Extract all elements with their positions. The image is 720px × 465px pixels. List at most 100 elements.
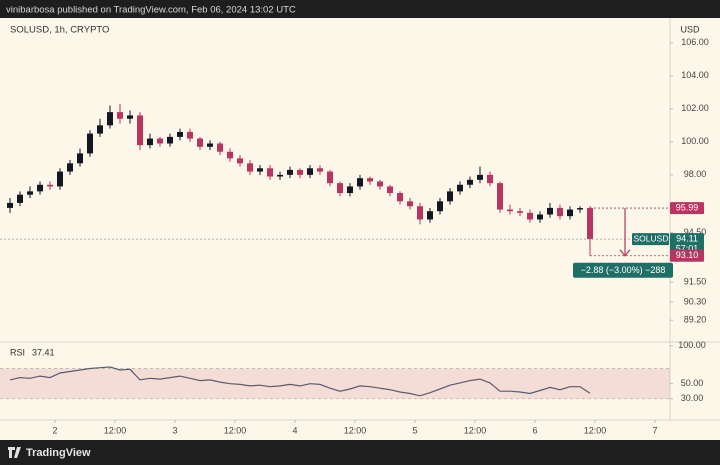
candle-body	[547, 207, 553, 215]
rsi-name: RSI	[10, 347, 25, 357]
y-tick-label: 89.20	[684, 315, 707, 325]
candle-body	[167, 136, 173, 144]
candle-body	[87, 133, 93, 154]
price-label-box	[670, 233, 704, 256]
candle-body	[407, 201, 413, 207]
brand-name: TradingView	[26, 447, 91, 459]
price-countdown: 57:01	[676, 243, 699, 253]
symbol-legend: SOLUSD, 1h, CRYPTO	[10, 25, 109, 36]
candle-body	[237, 158, 243, 164]
x-tick-label: 12:00	[584, 425, 607, 435]
candle-body	[137, 115, 143, 146]
candle-body	[517, 211, 523, 213]
candle-body	[567, 209, 573, 217]
candle-body	[527, 212, 533, 220]
candle-body	[447, 191, 453, 202]
x-tick-label: 12:00	[224, 425, 247, 435]
y-tick-label: 104.00	[681, 70, 709, 80]
y-tick-label: 100.00	[681, 136, 709, 146]
y-tick-label: 98.00	[684, 169, 707, 179]
candle-body	[77, 153, 83, 164]
x-tick-label: 12:00	[464, 425, 487, 435]
rsi-line	[9, 366, 591, 397]
candle-body	[57, 171, 63, 187]
candle-body	[477, 174, 483, 180]
candle-body	[207, 143, 213, 147]
candle-body	[427, 211, 433, 220]
candle-body	[197, 138, 203, 147]
x-tick-label: 7	[652, 425, 657, 435]
candle-body	[7, 202, 13, 208]
rsi-band	[0, 368, 670, 399]
candle-body	[307, 168, 313, 175]
header-text: vinibarbosa published on TradingView.com…	[6, 5, 296, 16]
candle-body	[247, 163, 253, 172]
y-tick-label: 90.30	[684, 296, 707, 306]
footer-bar	[0, 440, 720, 465]
price-label-box	[670, 202, 704, 215]
candle-body	[217, 143, 223, 152]
x-tick-label: 12:00	[104, 425, 127, 435]
candle-body	[177, 131, 183, 137]
candle-body	[347, 186, 353, 194]
x-tick-label: 12:00	[344, 425, 367, 435]
candle-body	[147, 138, 153, 146]
currency-label: USD	[680, 24, 700, 34]
candle-body	[387, 186, 393, 194]
candle-body	[37, 184, 43, 192]
candle-body	[397, 193, 403, 202]
measure-box	[573, 262, 673, 278]
candle-body	[257, 168, 263, 172]
price-label: 95.99	[676, 202, 699, 212]
candle-body	[317, 168, 323, 172]
rsi-tick-label: 100.00	[678, 340, 706, 350]
candle-body	[227, 151, 233, 159]
candle-body	[537, 214, 543, 220]
candle-body	[357, 178, 363, 187]
candle-body	[67, 163, 73, 172]
candle-body	[97, 125, 103, 134]
candle-body	[337, 183, 343, 194]
candle-body	[577, 208, 583, 210]
candle-body	[367, 178, 373, 182]
y-tick-label: 94.50	[684, 227, 707, 237]
candle-body	[107, 112, 113, 126]
candle-body	[487, 174, 493, 184]
candle-body	[157, 138, 163, 144]
x-tick-label: 2	[52, 425, 57, 435]
candle-body	[457, 184, 463, 192]
symbol-tag: SOLUSD	[634, 233, 669, 243]
candle-body	[327, 171, 333, 184]
candle-body	[127, 115, 133, 119]
candle-body	[497, 183, 503, 210]
candle-body	[587, 208, 593, 240]
candle-body	[377, 181, 383, 187]
candle-body	[297, 169, 303, 175]
x-tick-label: 3	[172, 425, 177, 435]
y-tick-label: 106.00	[681, 37, 709, 47]
candle-body	[417, 206, 423, 220]
rsi-tick-label: 30.00	[681, 393, 704, 403]
candle-body	[27, 191, 33, 195]
price-label: 94.11	[676, 233, 698, 243]
rsi-value: 37.41	[32, 347, 55, 357]
measure-arrowhead	[619, 249, 631, 257]
rsi-tick-label: 50.00	[681, 378, 704, 388]
candle-body	[467, 179, 473, 185]
candle-body	[267, 168, 273, 177]
candle-body	[17, 194, 23, 203]
x-tick-label: 5	[412, 425, 417, 435]
x-tick-label: 4	[292, 425, 297, 435]
x-tick-label: 6	[532, 425, 537, 435]
candle-body	[557, 207, 563, 217]
symbol-tag-box	[632, 233, 669, 246]
header-bar	[0, 0, 720, 18]
price-label-box	[670, 249, 704, 262]
price-label: 93.10	[676, 250, 699, 260]
candle-body	[287, 169, 293, 175]
y-tick-label: 102.00	[681, 103, 709, 113]
candle-body	[507, 209, 513, 212]
candle-body	[277, 174, 283, 177]
candle-body	[187, 131, 193, 139]
